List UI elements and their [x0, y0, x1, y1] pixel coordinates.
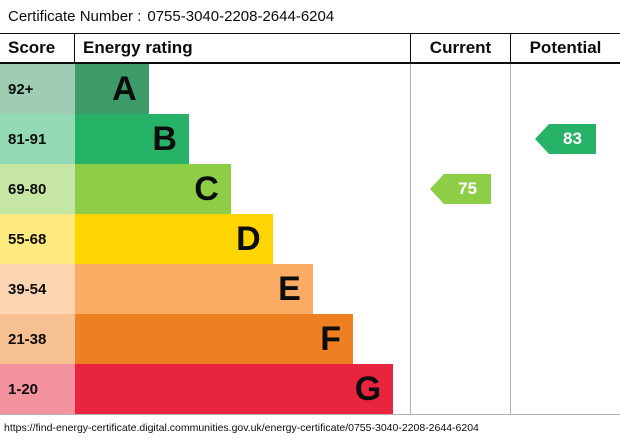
potential-column-cell — [510, 164, 620, 214]
band-bar-cell: D — [75, 214, 410, 264]
band-bar-cell: C — [75, 164, 410, 214]
band-bar: E — [75, 264, 313, 314]
band-bar: G — [75, 364, 394, 414]
epc-band-row-d: 55-68 D — [0, 214, 620, 264]
band-score-label: 69-80 — [0, 164, 75, 214]
potential-column-cell — [510, 64, 620, 114]
current-column-cell — [410, 364, 510, 414]
band-letter: E — [278, 270, 301, 308]
current-column-cell: 75 — [410, 164, 510, 214]
band-bar: C — [75, 164, 231, 214]
current-column-cell — [410, 114, 510, 164]
certificate-number-line: Certificate Number : 0755-3040-2208-2644… — [0, 0, 620, 33]
current-rating-arrow: 75 — [430, 174, 491, 204]
band-bar: F — [75, 314, 354, 364]
band-bar-cell: A — [75, 64, 410, 114]
header-energy-rating: Energy rating — [83, 38, 193, 57]
band-bar: B — [75, 114, 189, 164]
certificate-number-label: Certificate Number : — [8, 8, 142, 25]
band-score-label: 21-38 — [0, 314, 75, 364]
band-bar-cell: B — [75, 114, 410, 164]
potential-column-cell — [510, 214, 620, 264]
band-letter: F — [320, 320, 342, 358]
potential-column-cell: 83 — [510, 114, 620, 164]
band-letter: G — [354, 370, 382, 408]
certificate-number-value: 0755-3040-2208-2644-6204 — [147, 8, 335, 25]
current-column-cell — [410, 264, 510, 314]
band-bar-cell: F — [75, 314, 410, 364]
epc-band-row-e: 39-54 E — [0, 264, 620, 314]
epc-band-row-a: 92+ A — [0, 64, 620, 114]
current-column-cell — [410, 314, 510, 364]
band-score-label: 55-68 — [0, 214, 75, 264]
band-bar-cell: G — [75, 364, 410, 414]
band-rows: 92+ A 81-91 B — [0, 64, 620, 415]
band-letter: B — [152, 120, 177, 158]
band-letter: C — [194, 170, 219, 208]
band-letter: D — [236, 220, 261, 258]
band-score-label: 39-54 — [0, 264, 75, 314]
band-bar: A — [75, 64, 149, 114]
current-rating-value: 75 — [444, 174, 491, 204]
potential-rating-arrow: 83 — [535, 124, 596, 154]
arrow-left-point-icon — [430, 174, 445, 204]
potential-rating-value: 83 — [549, 124, 596, 154]
epc-band-row-g: 1-20 G — [0, 364, 620, 414]
band-bar: D — [75, 214, 273, 264]
header-current: Current — [410, 34, 510, 62]
arrow-left-point-icon — [535, 124, 550, 154]
band-letter: A — [112, 70, 137, 108]
header-score: Score — [0, 34, 75, 62]
current-column-cell — [410, 214, 510, 264]
potential-column-cell — [510, 314, 620, 364]
band-score-label: 92+ — [0, 64, 75, 114]
potential-column-cell — [510, 264, 620, 314]
epc-band-row-f: 21-38 F — [0, 314, 620, 364]
table-header: Score Energy rating Current Potential — [0, 34, 620, 64]
epc-band-row-c: 69-80 C 75 — [0, 164, 620, 214]
band-score-label: 81-91 — [0, 114, 75, 164]
header-potential: Potential — [510, 34, 620, 62]
potential-column-cell — [510, 364, 620, 414]
epc-band-row-b: 81-91 B 83 — [0, 114, 620, 164]
epc-rating-table: Score Energy rating Current Potential 92… — [0, 33, 620, 415]
band-bar-cell: E — [75, 264, 410, 314]
certificate-url: https://find-energy-certificate.digital.… — [4, 421, 479, 434]
band-score-label: 1-20 — [0, 364, 75, 414]
current-column-cell — [410, 64, 510, 114]
